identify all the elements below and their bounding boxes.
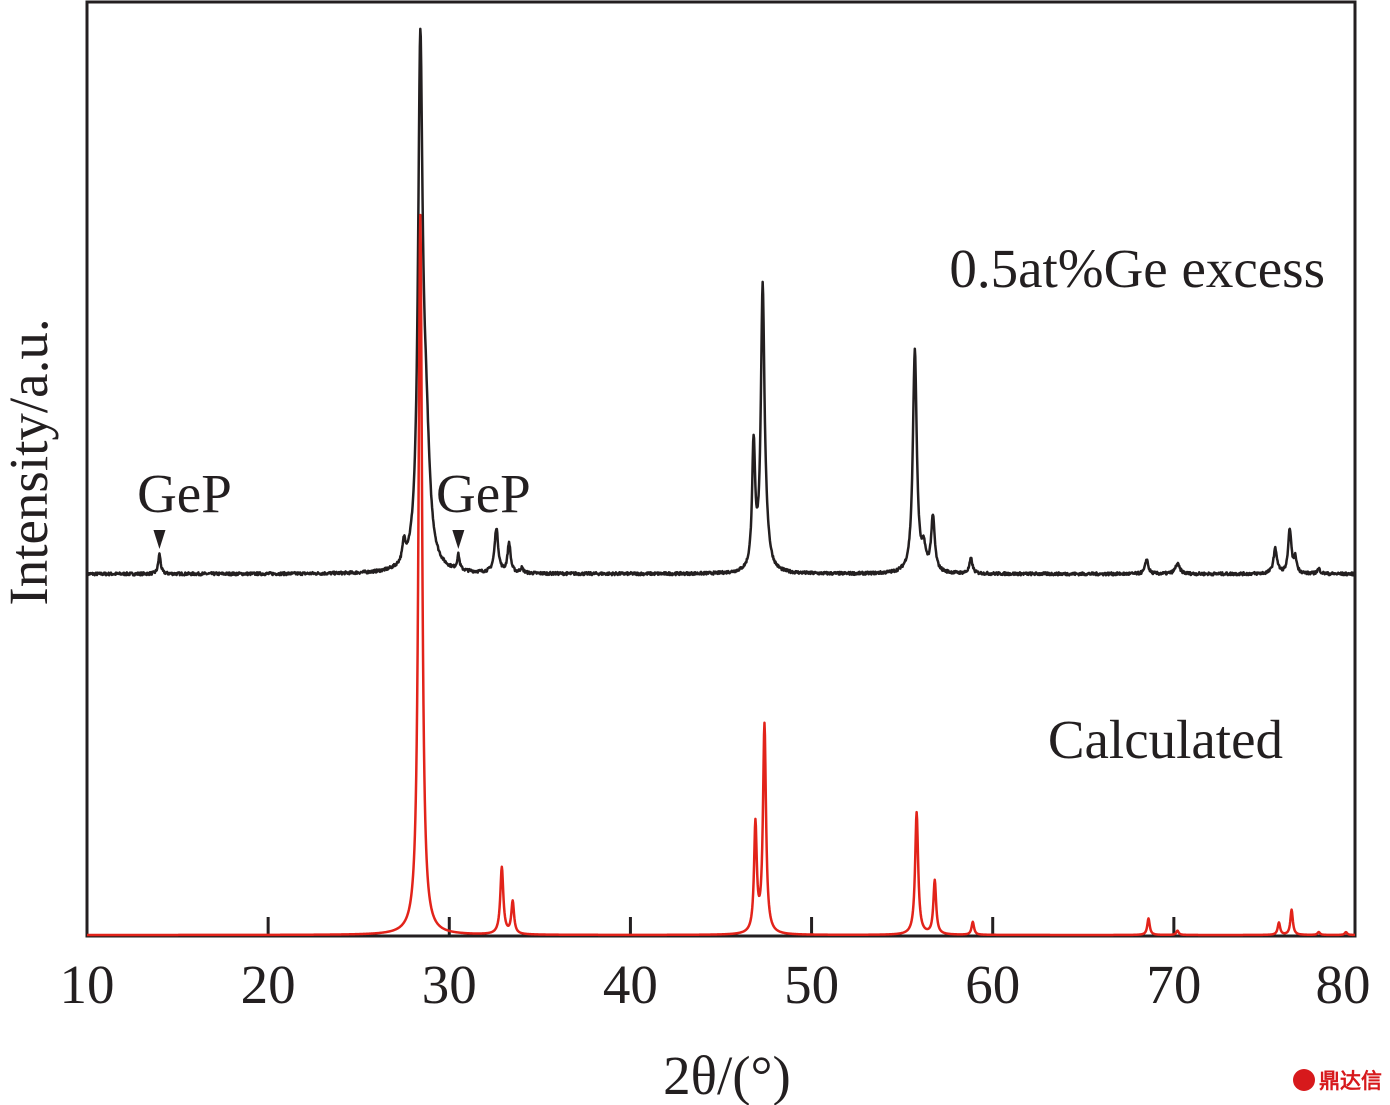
gep-annotation-label: GeP bbox=[436, 463, 531, 524]
gep-marker-icon bbox=[153, 530, 166, 549]
plot-frame bbox=[85, 0, 1357, 938]
phase-annotations: GeP GeP bbox=[137, 463, 531, 549]
x-tick-label: 20 bbox=[241, 954, 296, 1015]
x-tick-label: 50 bbox=[784, 954, 839, 1015]
gep-marker-icon bbox=[452, 530, 465, 549]
gep-annotation-label: GeP bbox=[137, 463, 232, 524]
series-label-calculated: Calculated bbox=[1048, 709, 1283, 770]
series-line-measured bbox=[85, 27, 1357, 577]
watermark: 鼎达信 bbox=[1293, 1065, 1382, 1095]
series-line-calculated bbox=[86, 213, 1356, 937]
x-tick-label: 30 bbox=[422, 954, 477, 1015]
x-axis-label: 2θ/(°) bbox=[663, 1045, 791, 1105]
x-tick-label: 40 bbox=[603, 954, 658, 1015]
x-tick-label: 10 bbox=[60, 954, 115, 1015]
y-axis-label: Intensity/a.u. bbox=[0, 318, 59, 605]
series-label-measured: 0.5at%Ge excess bbox=[949, 238, 1325, 299]
x-axis-ticks bbox=[85, 917, 1357, 935]
watermark-logo-icon bbox=[1293, 1069, 1315, 1091]
watermark-text: 鼎达信 bbox=[1319, 1069, 1382, 1093]
x-tick-label: 60 bbox=[965, 954, 1020, 1015]
x-axis-tick-labels: 10 20 30 40 50 60 70 80 bbox=[60, 954, 1371, 1015]
x-tick-label: 70 bbox=[1146, 954, 1201, 1015]
x-tick-label: 80 bbox=[1316, 954, 1371, 1015]
